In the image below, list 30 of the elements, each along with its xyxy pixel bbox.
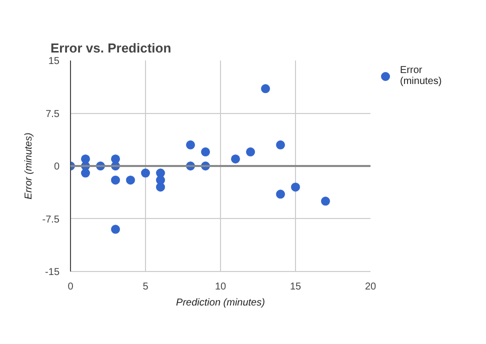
point	[321, 196, 330, 206]
y-tick-label: 0	[54, 162, 60, 172]
point	[231, 154, 240, 164]
point	[156, 168, 165, 178]
point	[201, 147, 210, 156]
legend-label: Error (minutes)	[400, 65, 442, 87]
x-axis-title: Prediction (minutes)	[176, 298, 265, 308]
point	[276, 140, 285, 150]
x-tick-label: 5	[142, 282, 149, 292]
point	[246, 147, 255, 156]
y-tick-label: -7.5	[42, 214, 60, 226]
point	[186, 140, 195, 150]
x-tick-label: 0	[68, 282, 74, 292]
point	[276, 190, 285, 199]
point	[261, 84, 270, 94]
chart-title: Error vs. Prediction	[50, 40, 172, 56]
point	[156, 182, 165, 192]
point	[126, 176, 135, 185]
point	[291, 182, 300, 192]
point	[111, 176, 120, 185]
point	[111, 224, 120, 234]
y-tick-label: 15	[48, 56, 60, 67]
x-tick-label: 10	[214, 282, 226, 292]
x-tick-label: 15	[290, 282, 302, 292]
y-tick-label: -15	[45, 267, 60, 278]
x-tick-label: 20	[364, 282, 376, 292]
point	[141, 168, 150, 178]
y-axis-title: Error (minutes)	[23, 132, 34, 200]
y-tick-label: 7.5	[46, 108, 60, 120]
point	[81, 168, 90, 178]
